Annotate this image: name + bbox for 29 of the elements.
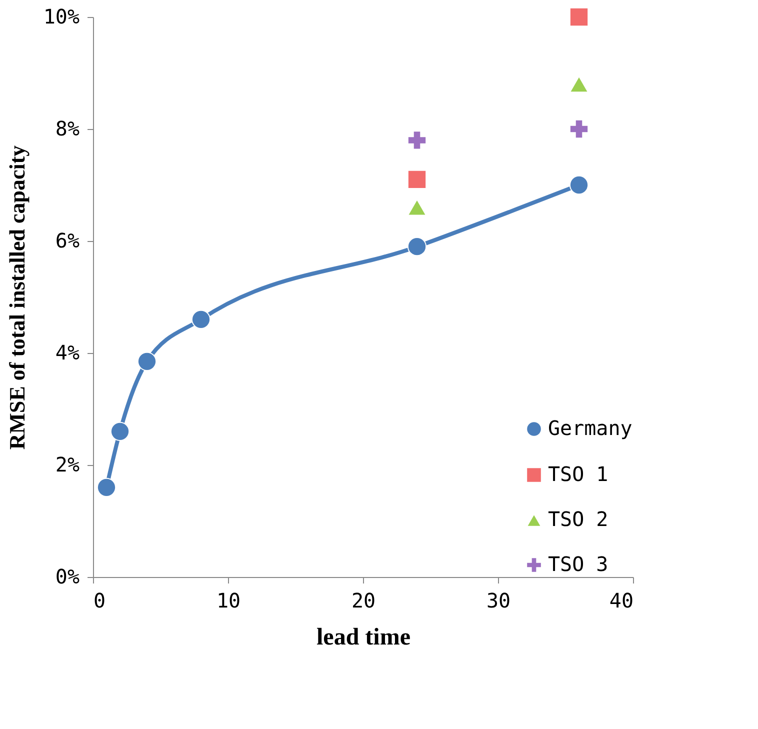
y-tick-label: 0% xyxy=(55,564,80,588)
x-axis-title: lead time xyxy=(316,624,411,650)
legend-label: TSO 2 xyxy=(548,507,608,531)
point xyxy=(407,199,427,216)
y-tick-label: 8% xyxy=(55,116,80,140)
point xyxy=(569,119,589,139)
point xyxy=(569,76,589,93)
legend-label: TSO 1 xyxy=(548,462,608,486)
point xyxy=(569,175,589,195)
x-tick-label: 20 xyxy=(351,588,376,612)
point xyxy=(137,352,157,371)
x-tick-label: 40 xyxy=(609,588,634,612)
x-tick-label: 30 xyxy=(486,588,511,612)
point xyxy=(96,478,116,497)
legend-label: TSO 3 xyxy=(548,552,608,576)
legend-label: Germany xyxy=(548,416,632,440)
point xyxy=(569,7,589,27)
x-tick-label: 0 xyxy=(94,588,106,612)
point xyxy=(407,170,427,189)
y-axis-title: RMSE of total installed capacity xyxy=(4,145,30,450)
y-tick-label: 6% xyxy=(55,228,80,252)
point xyxy=(407,237,427,256)
point xyxy=(191,310,211,329)
point xyxy=(110,422,130,441)
point xyxy=(407,130,427,150)
y-tick-label: 2% xyxy=(55,452,80,476)
x-tick-label: 10 xyxy=(216,588,241,612)
y-tick-label: 4% xyxy=(55,340,80,364)
y-tick-label: 10% xyxy=(43,4,80,28)
